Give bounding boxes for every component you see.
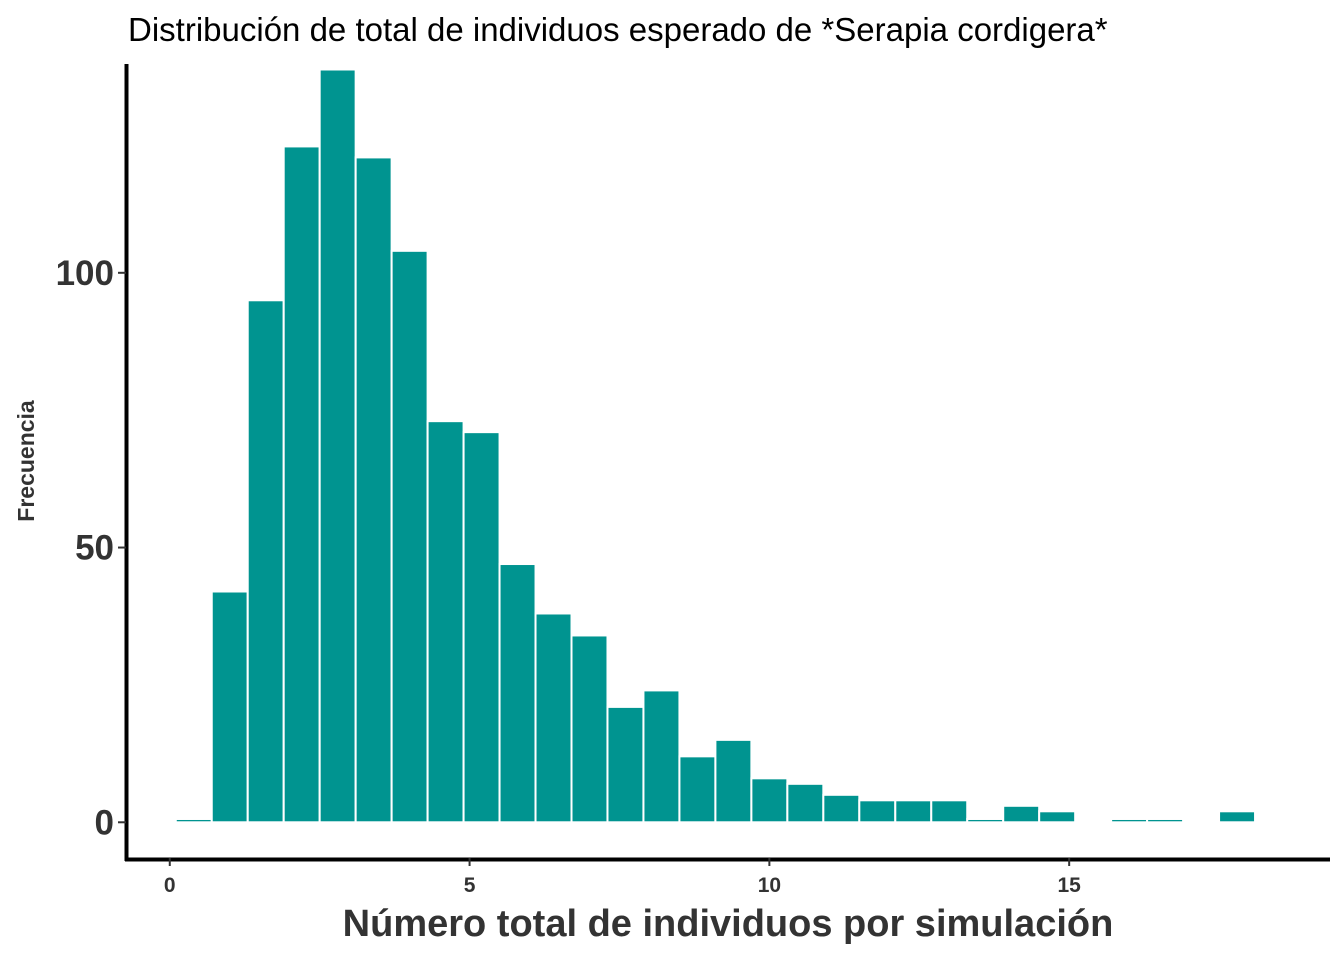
x-axis-label: Número total de individuos por simulació…: [343, 903, 1114, 945]
y-tick-label-100: 100: [56, 254, 114, 293]
y-tick-label-0: 0: [95, 803, 114, 842]
x-ticks-group: 0 5 10 15: [164, 858, 1081, 897]
histogram-bar-7: [426, 420, 465, 824]
histogram-bar-24: [1038, 810, 1077, 824]
histogram-bar-16: [750, 777, 789, 824]
histogram-bar-13: [642, 689, 681, 824]
histogram-bar-22: [966, 817, 1005, 824]
histogram-bar-25: [1110, 817, 1149, 824]
histogram-bar-2: [246, 299, 285, 824]
bars-group: [174, 68, 1257, 824]
histogram-bar-5: [354, 156, 393, 824]
histogram-bar-21: [930, 799, 969, 824]
histogram-bar-14: [678, 755, 717, 824]
histogram-bar-10: [534, 612, 573, 824]
histogram-bar-8: [462, 431, 501, 824]
histogram-bar-12: [606, 705, 645, 824]
histogram-bar-20: [894, 799, 933, 824]
histogram-bar-15: [714, 738, 753, 824]
histogram-bar-9: [498, 563, 537, 824]
x-tick-label-15: 15: [1057, 874, 1081, 897]
histogram-bar-3: [282, 145, 321, 824]
histogram-bar-19: [858, 799, 897, 824]
x-tick-label-5: 5: [464, 874, 476, 897]
histogram-bar-18: [822, 793, 861, 824]
y-tick-label-50: 50: [75, 529, 114, 568]
histogram-bar-17: [786, 782, 825, 824]
x-tick-label-0: 0: [164, 874, 176, 897]
histogram-bar-11: [570, 634, 609, 824]
histogram-bar-23: [1002, 804, 1041, 824]
histogram-bar-6: [390, 249, 429, 824]
histogram-bar-26: [1146, 817, 1185, 824]
y-axis-label: Frecuencia: [13, 400, 39, 522]
histogram-bar-0: [174, 817, 213, 824]
histogram-bar-1: [210, 590, 249, 824]
histogram-bar-4: [318, 68, 357, 824]
histogram-bar-27: [1218, 810, 1257, 824]
chart-title: Distribución de total de individuos espe…: [128, 11, 1108, 48]
y-ticks-group: 0 50 100: [56, 254, 126, 842]
x-tick-label-10: 10: [758, 874, 781, 897]
